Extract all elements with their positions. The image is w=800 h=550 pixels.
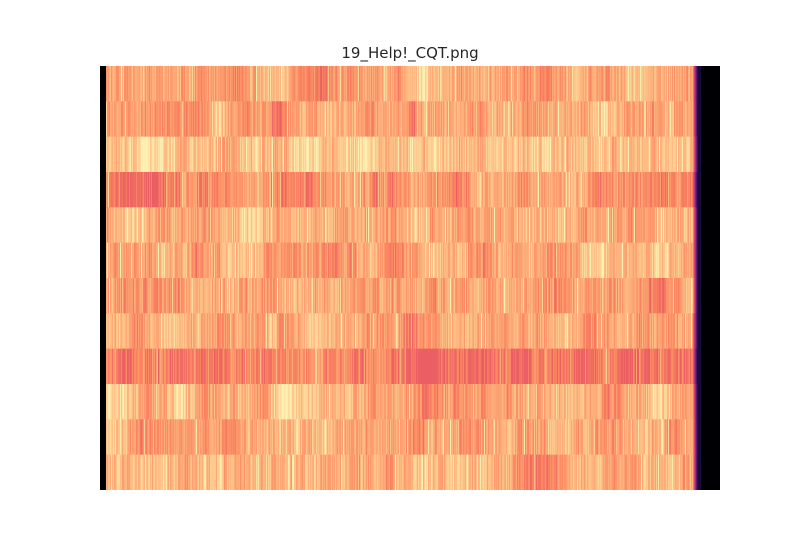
- pitch-band-4: [100, 172, 720, 208]
- pitch-band-8: [100, 313, 720, 350]
- pitch-band-5: [100, 207, 720, 244]
- chart-title: 19_Help!_CQT.png: [341, 44, 479, 62]
- pitch-band-7: [100, 278, 720, 314]
- pitch-band-1: [100, 66, 720, 102]
- pitch-band-12: [100, 454, 720, 490]
- pitch-band-10: [100, 384, 720, 420]
- pitch-band-3: [100, 136, 720, 173]
- pitch-band-2: [100, 101, 720, 138]
- pitch-band-9: [100, 348, 720, 385]
- pitch-bands: [100, 66, 720, 490]
- spectrogram-plot: [100, 66, 720, 490]
- pitch-band-11: [100, 419, 720, 456]
- pitch-band-6: [100, 242, 720, 279]
